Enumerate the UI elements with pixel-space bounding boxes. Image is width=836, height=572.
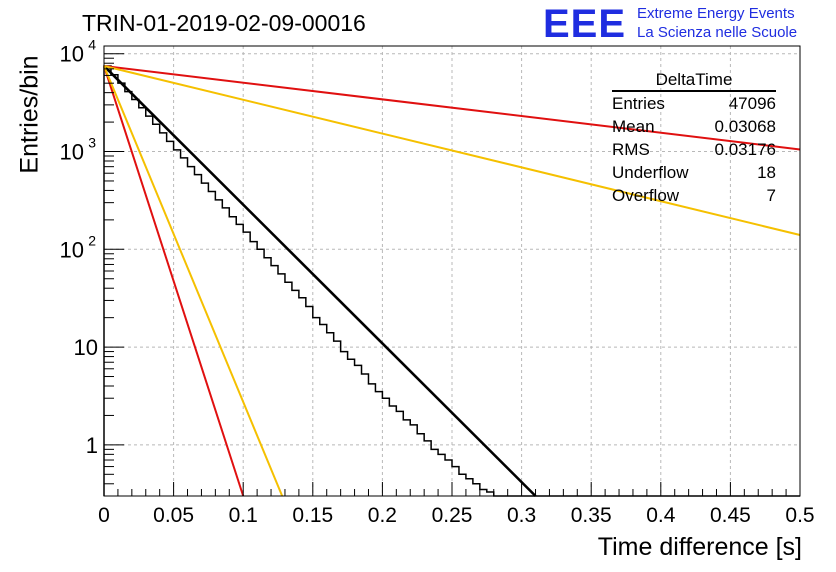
- x-tick-label: 0.1: [229, 504, 258, 527]
- fit-line: [103, 64, 801, 151]
- x-axis-label: Time difference [s]: [597, 533, 802, 561]
- fit-line: [103, 65, 245, 497]
- x-tick-label: 0.05: [153, 504, 194, 527]
- stats-title: DeltaTime: [612, 69, 776, 92]
- y-tick-label: 1: [86, 433, 98, 458]
- y-tick-exponent: 4: [88, 37, 96, 53]
- y-tick-label: 10: [74, 335, 98, 360]
- stats-label: Underflow: [612, 163, 689, 182]
- eee-logo: EEE: [543, 2, 627, 46]
- stats-value: 18: [757, 163, 776, 182]
- y-tick-exponent: 3: [88, 135, 96, 151]
- stats-value: 0.03068: [714, 117, 776, 136]
- stats-row: Entries 47096: [612, 92, 776, 115]
- stats-value: 7: [766, 186, 776, 205]
- x-tick-label: 0.2: [368, 504, 397, 527]
- y-tick-label: 10: [60, 42, 84, 67]
- x-tick-label: 0.4: [646, 504, 676, 527]
- x-tick-label: 0.25: [432, 504, 473, 527]
- stats-label: Overflow: [612, 186, 680, 205]
- logo-line-1: Extreme Energy Events: [637, 5, 795, 22]
- ticks: 0 0.05 0.1 0.15 0.2 0.25 0.3 0.35 0.4 0.45 0.5 1 10 1…: [60, 37, 815, 527]
- y-tick-exponent: 2: [88, 232, 96, 248]
- stats-row: Overflow 7: [612, 184, 776, 207]
- x-tick-label: 0.3: [507, 504, 536, 527]
- x-tick-label: 0: [98, 504, 110, 527]
- stats-label: Entries: [612, 94, 665, 113]
- x-tick-label: 0.35: [571, 504, 612, 527]
- stats-value: 47096: [728, 94, 776, 113]
- fit-line: [103, 64, 801, 236]
- y-tick-label: 10: [60, 140, 84, 165]
- stats-label: Mean: [612, 117, 655, 136]
- x-tick-label: 0.45: [710, 504, 751, 527]
- stats-box: DeltaTime Entries 47096 Mean 0.03068 RMS 0.…: [612, 69, 776, 207]
- logo-line-2: La Scienza nelle Scuole: [637, 24, 798, 41]
- fit-line: [103, 65, 284, 497]
- stats-label: RMS: [612, 140, 650, 159]
- stats-row: Underflow 18: [612, 161, 776, 184]
- fit-line: [103, 65, 537, 497]
- stats-row: RMS 0.03176: [612, 138, 776, 161]
- y-tick-label: 10: [60, 237, 84, 262]
- stats-row: Mean 0.03068: [612, 115, 776, 138]
- logo-text: Extreme Energy Events La Scienza nelle S…: [637, 4, 797, 42]
- y-axis-label: Entries/bin: [15, 55, 44, 174]
- chart-title: TRIN-01-2019-02-09-00016: [82, 10, 366, 36]
- stats-value: 0.03176: [714, 140, 776, 159]
- x-tick-label: 0.15: [292, 504, 333, 527]
- x-tick-label: 0.5: [785, 504, 814, 527]
